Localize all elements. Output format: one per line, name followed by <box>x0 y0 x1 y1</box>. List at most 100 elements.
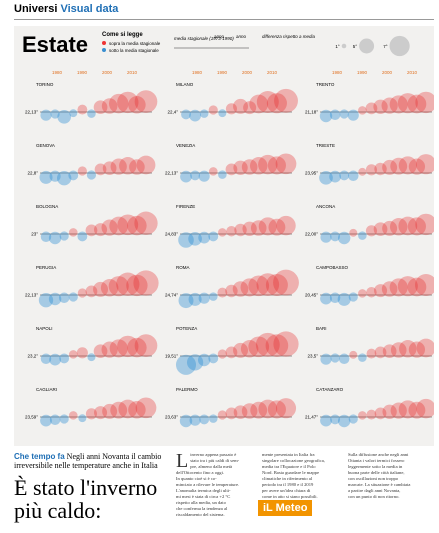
temperature-bubble <box>416 338 434 358</box>
temperature-bubble <box>337 292 351 306</box>
temperature-bubble <box>217 349 227 359</box>
temperature-bubble <box>242 221 257 236</box>
temperature-bubble <box>397 276 418 297</box>
temperature-bubble <box>217 287 228 298</box>
temperature-bubble <box>389 278 408 297</box>
temperature-bubble <box>218 109 227 118</box>
article-line: inverno appena passato è <box>190 452 237 457</box>
article-line: periodo tra il 1980 e il 2019 <box>262 482 314 487</box>
temperature-bubble <box>265 274 288 296</box>
temperature-bubble <box>268 218 286 236</box>
temperature-bubble <box>348 292 358 302</box>
temperature-bubble <box>208 414 218 423</box>
article-line: mi mesi è stata di circa +2 °C <box>176 494 231 499</box>
temperature-bubble <box>358 353 367 362</box>
temperature-bubble <box>337 414 351 428</box>
temperature-bubble <box>232 281 249 297</box>
city-name: BOLOGNA <box>36 204 58 209</box>
temperature-bubble <box>87 353 96 362</box>
temperature-bubble <box>374 162 387 176</box>
city-name: TRIESTE <box>316 143 335 148</box>
temperature-bubble <box>109 93 129 114</box>
temperature-bubble <box>101 98 118 114</box>
temperature-bubble <box>319 109 333 123</box>
article-line: pre, almeno dalla metà <box>190 464 233 469</box>
temperature-bubble <box>208 353 219 364</box>
city-mean: 22,4° <box>167 110 178 115</box>
legend-size <box>389 35 410 57</box>
temperature-bubble <box>93 281 109 297</box>
temperature-bubble <box>374 346 387 359</box>
temperature-bubble <box>48 231 62 245</box>
city-name: TRENTO <box>316 82 335 87</box>
temperature-bubble <box>330 231 341 242</box>
temperature-bubble <box>197 353 211 367</box>
temperature-bubble <box>181 109 191 120</box>
rule <box>14 19 434 20</box>
temperature-bubble <box>225 163 238 176</box>
temperature-bubble <box>330 414 341 425</box>
temperature-bubble <box>85 408 98 420</box>
article-line: con un punto di non ritorno. <box>348 494 400 499</box>
temperature-bubble <box>266 93 287 114</box>
temperature-bubble <box>274 88 298 113</box>
temperature-bubble <box>101 341 118 358</box>
article-line: riscaldamento del sistema. <box>176 512 225 517</box>
city-name: GENOVA <box>36 143 55 148</box>
legend-year: anno <box>214 34 225 39</box>
temperature-bubble <box>68 228 78 237</box>
article-line: media tra l'Equatore e il Polo <box>262 464 316 469</box>
temperature-bubble <box>77 104 88 115</box>
city-mean: 22,13° <box>165 171 178 176</box>
temperature-bubble <box>408 158 426 175</box>
legend-heading: Come si legge <box>102 32 143 38</box>
temperature-bubble <box>208 292 218 301</box>
city-name: MILANO <box>176 82 194 87</box>
temperature-bubble <box>68 350 78 359</box>
temperature-bubble <box>110 158 127 175</box>
temperature-bubble <box>366 409 377 420</box>
temperature-bubble <box>358 231 367 240</box>
temperature-bubble <box>273 331 299 357</box>
article-line: climatiche in riferimento al <box>262 476 313 481</box>
temperature-bubble <box>102 161 117 176</box>
temperature-bubble <box>110 401 128 419</box>
article-line: Sulla diffusione anche negli anni <box>348 452 409 457</box>
temperature-bubble <box>118 399 138 419</box>
temperature-bubble <box>94 223 108 237</box>
temperature-bubble <box>319 170 333 185</box>
temperature-bubble <box>39 170 53 184</box>
temperature-bubble <box>250 401 268 419</box>
city-mean: 24,83° <box>165 232 178 237</box>
temperature-bubble <box>208 231 219 242</box>
legend-size-label: 5° <box>353 44 358 49</box>
temperature-bubble <box>68 292 78 302</box>
temperature-bubble <box>241 403 258 419</box>
temperature-bubble <box>233 405 248 420</box>
city-name: CAMPOBASSO <box>316 265 349 270</box>
city-mean: 23,63° <box>165 415 178 420</box>
temperature-bubble <box>86 170 97 180</box>
temperature-bubble <box>188 231 202 246</box>
temperature-bubble <box>365 225 378 237</box>
year-label: 2010 <box>407 70 418 75</box>
temperature-bubble <box>275 398 297 419</box>
temperature-bubble <box>256 91 279 113</box>
article-line: rispetto alla media, un dato <box>176 500 226 505</box>
deck: Che tempo fa Negli anni Novanta il cambi… <box>14 452 169 470</box>
temperature-bubble <box>382 220 398 236</box>
temperature-bubble <box>240 340 259 358</box>
temperature-bubble <box>390 342 407 358</box>
headline-line: È stato l'inverno <box>14 475 158 500</box>
year-label: 1980 <box>52 70 63 75</box>
temperature-bubble <box>399 340 417 358</box>
temperature-bubble <box>225 407 238 420</box>
temperature-bubble <box>382 159 398 175</box>
legend-mean: media stagionale (1973-1990) <box>174 36 234 41</box>
article-line: che conferma la tendenza al <box>176 506 228 511</box>
year-label: 1990 <box>217 70 228 75</box>
city-mean: 20,45° <box>305 293 318 298</box>
temperature-bubble <box>77 231 88 242</box>
temperature-bubble <box>329 109 341 121</box>
temperature-bubble <box>40 353 52 365</box>
